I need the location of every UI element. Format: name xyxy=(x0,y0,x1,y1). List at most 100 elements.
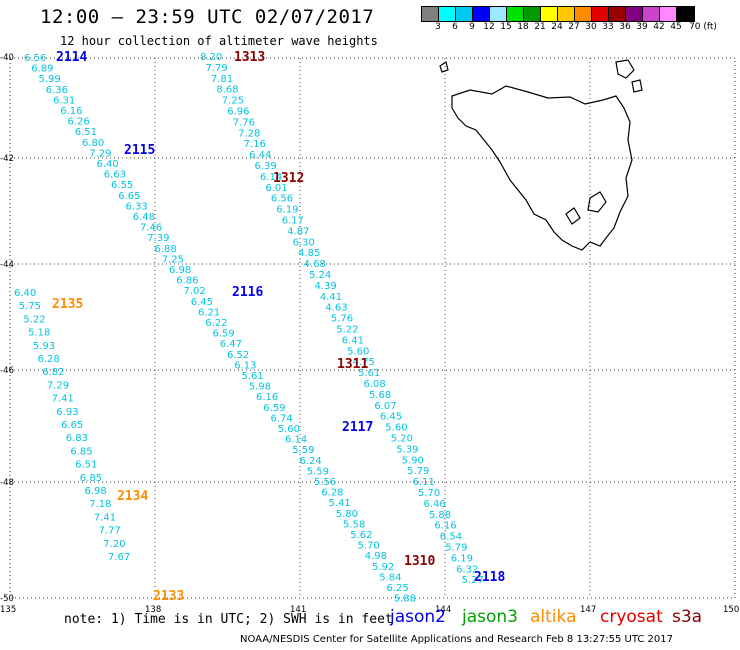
color-scale-label: 42 xyxy=(653,22,665,32)
wave-height-value: 6.51 xyxy=(75,460,97,471)
longitude-label: 141 xyxy=(290,605,306,615)
wave-height-value: 6.55 xyxy=(111,180,133,191)
wave-height-value: 6.08 xyxy=(364,379,386,390)
wave-height-value: 6.86 xyxy=(176,276,198,287)
wave-height-value: 5.39 xyxy=(396,444,418,455)
wave-height-value: 5.90 xyxy=(402,455,424,466)
wave-height-value: 7.25 xyxy=(162,254,184,265)
wave-height-value: 5.60 xyxy=(278,424,300,435)
wave-height-value: 6.40 xyxy=(97,159,119,170)
wave-height-value: 7.29 xyxy=(47,380,69,391)
color-swatch xyxy=(422,7,439,21)
color-scale-label: 36 xyxy=(619,22,631,32)
page-subtitle: 12 hour collection of altimeter wave hei… xyxy=(60,34,378,48)
wave-height-value: 5.20 xyxy=(391,434,413,445)
orbit-label: 2134 xyxy=(117,489,148,504)
color-scale-label: 6 xyxy=(452,22,458,32)
orbit-label: 1310 xyxy=(404,554,435,569)
wave-height-value: 6.85 xyxy=(70,446,92,457)
wave-height-value: 7.02 xyxy=(184,286,206,297)
wave-height-value: 6.40 xyxy=(14,288,36,299)
wave-height-value: 5.27 xyxy=(462,575,484,586)
longitude-label: 144 xyxy=(435,605,451,615)
latitude-label: -40 xyxy=(0,53,14,63)
orbit-label: 2118 xyxy=(474,570,505,585)
wave-height-value: 5.84 xyxy=(379,572,401,583)
wave-height-value: 6.88 xyxy=(155,244,177,255)
wave-height-value: 7.67 xyxy=(108,552,130,563)
footer-credit: NOAA/NESDIS Center for Satellite Applica… xyxy=(240,634,673,645)
wave-height-value: 6.25 xyxy=(387,583,409,594)
wave-height-value: 5.24 xyxy=(309,270,331,281)
wave-height-value: 6.31 xyxy=(53,95,75,106)
latitude-label: -50 xyxy=(0,594,14,604)
wave-height-value: 6.16 xyxy=(60,106,82,117)
color-swatch xyxy=(456,7,473,21)
wave-height-value: 6.56 xyxy=(271,194,293,205)
wave-height-value: 5.41 xyxy=(329,498,351,509)
wave-height-value: 5.79 xyxy=(445,543,467,554)
orbit-label: 2115 xyxy=(124,143,155,158)
color-scale-label: 21 xyxy=(534,22,546,32)
wave-height-value: 6.98 xyxy=(85,486,107,497)
wave-height-value: 6.48 xyxy=(133,212,155,223)
satellite-legend-jason2: jason2 xyxy=(390,607,446,627)
wave-height-value: 6.36 xyxy=(46,85,68,96)
wave-height-value: 6.45 xyxy=(191,297,213,308)
wave-height-value: 5.76 xyxy=(331,314,353,325)
lat-lon-grid xyxy=(10,58,735,598)
color-swatch xyxy=(524,7,541,21)
wave-height-value: 5.60 xyxy=(385,423,407,434)
wave-height-value: 6.59 xyxy=(213,329,235,340)
wave-height-value: 6.44 xyxy=(249,150,271,161)
wave-height-value: 6.41 xyxy=(342,335,364,346)
wave-height-value: 5.22 xyxy=(336,325,358,336)
wave-height-value: 4.75 xyxy=(353,357,375,368)
wave-height-value: 6.28 xyxy=(321,488,343,499)
color-scale-label: 45 xyxy=(670,22,682,32)
wave-height-value: 5.59 xyxy=(307,466,329,477)
wave-height-value: 8.68 xyxy=(216,85,238,96)
wave-height-value: 7.41 xyxy=(52,394,74,405)
color-scale-label: 39 xyxy=(636,22,648,32)
wave-height-value: 6.16 xyxy=(434,521,456,532)
wave-height-value: 5.75 xyxy=(19,301,41,312)
wave-height-value: 6.65 xyxy=(118,191,140,202)
wave-height-value: 7.46 xyxy=(140,223,162,234)
wave-height-value: 6.21 xyxy=(198,307,220,318)
wave-height-value: 5.58 xyxy=(343,519,365,530)
wave-height-value: 7.79 xyxy=(205,63,227,74)
wave-height-value: 6.24 xyxy=(300,456,322,467)
wave-height-value: 6.13 xyxy=(234,360,256,371)
color-scale-label: 30 xyxy=(585,22,597,32)
wave-height-value: 6.33 xyxy=(126,201,148,212)
wave-height-value: 6.19 xyxy=(276,205,298,216)
wave-height-value: 6.19 xyxy=(451,553,473,564)
orbit-label: 2114 xyxy=(56,50,87,65)
wave-height-value: 7.16 xyxy=(244,139,266,150)
color-scale-label: 27 xyxy=(568,22,580,32)
wave-height-value: 5.56 xyxy=(314,477,336,488)
wave-height-value: 7.39 xyxy=(147,233,169,244)
wave-height-value: 6.07 xyxy=(374,401,396,412)
wave-height-value: 6.65 xyxy=(61,420,83,431)
satellite-legend-jason3: jason3 xyxy=(462,607,518,627)
color-swatch xyxy=(660,7,677,21)
orbit-label: 1312 xyxy=(273,171,304,186)
wave-height-value: 5.70 xyxy=(418,488,440,499)
wave-height-value: 6.45 xyxy=(380,412,402,423)
satellite-legend-altika: altika xyxy=(530,607,577,627)
wave-height-value: 5.62 xyxy=(350,530,372,541)
wave-height-value: 7.41 xyxy=(94,512,116,523)
wave-height-value: 4.41 xyxy=(320,292,342,303)
color-swatch xyxy=(473,7,490,21)
wave-height-value: 6.74 xyxy=(271,413,293,424)
wave-height-value: 5.22 xyxy=(23,314,45,325)
map-frame xyxy=(9,57,736,599)
wave-height-value: 6.82 xyxy=(42,367,64,378)
wave-height-value: 5.59 xyxy=(292,445,314,456)
color-swatch xyxy=(677,7,694,21)
orbit-label: 2117 xyxy=(342,420,373,435)
wave-height-value: 6.39 xyxy=(255,161,277,172)
wave-height-value: 6.83 xyxy=(66,433,88,444)
